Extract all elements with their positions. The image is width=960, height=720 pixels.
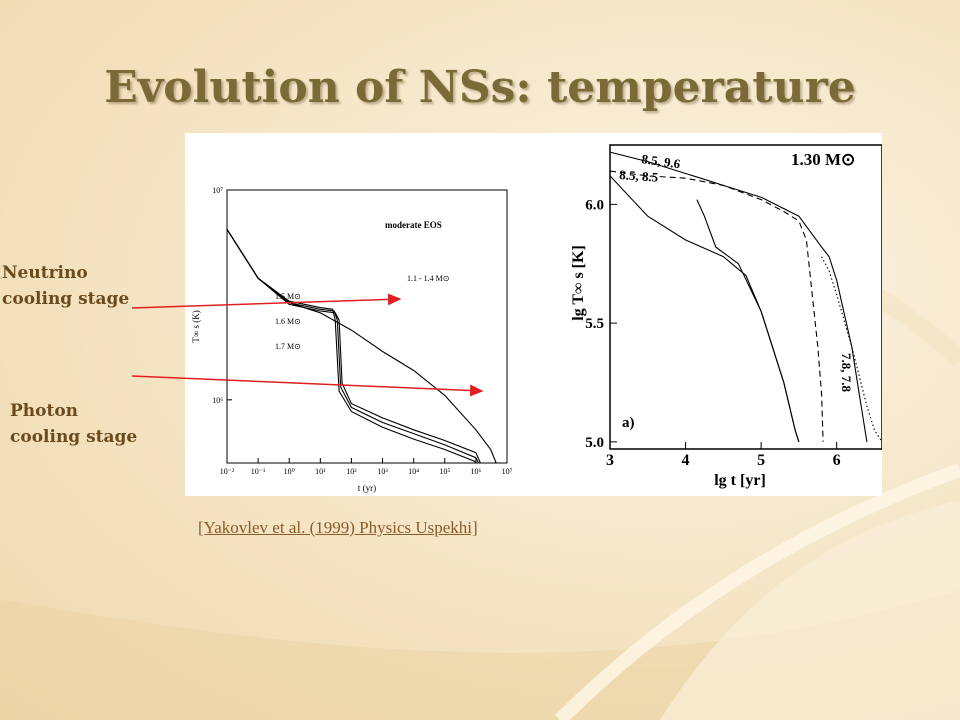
y-tick-label: 6.0: [585, 197, 604, 213]
x-tick-label: 10¹: [315, 467, 326, 476]
x-tick-label: 10⁷: [502, 467, 513, 476]
series-line-0: [609, 151, 868, 442]
citation-link[interactable]: [Yakovlev et al. (1999) Physics Uspekhi]: [198, 518, 478, 537]
mass-annotation: 1.1 - 1.4 M⊙: [407, 274, 449, 283]
x-tick-label: 10⁰: [284, 467, 295, 476]
x-tick-label: 10⁶: [470, 467, 481, 476]
plot-frame: [226, 189, 508, 464]
x-tick-label: 10⁻²: [220, 467, 235, 476]
neutrino-arrow: [131, 293, 402, 309]
x-tick-label: 10⁻¹: [251, 467, 266, 476]
slide-title: Evolution of NSs: temperature: [104, 62, 856, 113]
y-tick-label: 10⁶: [212, 396, 223, 405]
series-label-8-5-9-6: 8.5, 9.6: [641, 151, 682, 171]
mass-annotation: 1.7 M⊙: [275, 342, 301, 351]
y-tick-label: 10⁷: [212, 186, 223, 195]
series-label-8-5-8-5: 8.5, 8.5: [619, 167, 659, 185]
mass-annotation: 1.6 M⊙: [275, 317, 301, 326]
panel-label: a): [622, 415, 635, 431]
left-chart-panel: 10⁻²10⁻¹10⁰10¹10²10³10⁴10⁵10⁶10⁷10⁷10⁶10…: [185, 133, 555, 615]
series-line-3: [226, 229, 477, 464]
x-tick-label: 3: [606, 452, 614, 469]
y-tick-label: 5.0: [585, 435, 604, 451]
x-tick-label: 10³: [377, 467, 388, 476]
x-axis-label: lg t [yr]: [714, 472, 766, 489]
mass-annotation: 1.5 M⊙: [275, 292, 301, 301]
x-tick-label: 6: [833, 452, 841, 469]
chart-title: moderate EOS: [385, 220, 442, 230]
neutrino-stage-label: Neutrino cooling stage: [2, 263, 130, 309]
series-line-2: [821, 256, 883, 443]
x-tick-label: 10²: [346, 467, 357, 476]
y-tick-label: 5.5: [585, 316, 604, 332]
x-tick-label: 10⁴: [408, 467, 419, 476]
photon-arrow: [131, 375, 484, 397]
y-axis-label: lg T∞ s [K]: [570, 245, 587, 321]
chart-title: 1.30 M⊙: [791, 150, 855, 169]
series-line-1: [609, 170, 824, 442]
photon-stage-label: Photon cooling stage: [10, 401, 138, 447]
x-tick-label: 10⁵: [439, 467, 450, 476]
series-line-1: [226, 229, 481, 464]
series-line-4: [696, 199, 800, 443]
series-label-7-8-7-8: 7.8, 7.8: [839, 353, 854, 393]
x-tick-label: 4: [682, 452, 690, 469]
y-axis-label: T∞ s (K): [191, 310, 201, 342]
x-axis-label: t (yr): [358, 483, 376, 493]
x-tick-label: 5: [757, 452, 765, 469]
